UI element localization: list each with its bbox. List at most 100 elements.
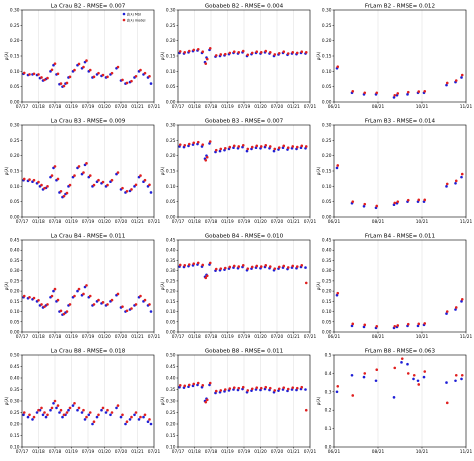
data-point	[59, 189, 63, 193]
data-point	[351, 89, 355, 93]
y-tick-label: 0.15	[166, 433, 176, 439]
x-tick-label: 07/17	[16, 219, 29, 225]
y-tick-label: 0.30	[166, 399, 176, 405]
data-point	[56, 404, 60, 407]
data-point	[304, 51, 308, 54]
data-point	[53, 399, 57, 403]
data-point	[104, 411, 108, 414]
data-point	[97, 413, 100, 417]
y-tick-label: 0.45	[166, 238, 176, 244]
x-tick-label: 07/21	[148, 449, 161, 455]
data-point	[362, 204, 366, 208]
data-point	[62, 194, 66, 198]
y-tick-label: 0.25	[322, 278, 332, 284]
x-tick-label: 01/18	[188, 219, 201, 225]
y-tick-label: 0.10	[166, 184, 176, 190]
y-tick-label: 0.10	[322, 69, 332, 75]
chart-panel: FrLam B2 - RMSE= 0.012 06/21 08/21 10/21 11/…	[316, 4, 472, 111]
data-point	[149, 191, 153, 194]
data-point	[148, 303, 151, 306]
data-point	[137, 418, 141, 421]
x-tick-label: 01/20	[254, 104, 267, 110]
data-point	[417, 198, 421, 202]
x-tick-label: 01/21	[287, 449, 300, 455]
data-point	[82, 171, 85, 174]
data-point	[445, 182, 449, 186]
x-tick-label: 01/21	[287, 219, 300, 225]
data-point	[208, 140, 212, 143]
data-point	[68, 406, 72, 410]
x-tick-label: 08/21	[372, 219, 385, 225]
x-tick-label: 07/19	[238, 219, 251, 225]
data-point	[87, 413, 91, 417]
data-point	[178, 50, 182, 53]
y-tick-label: 0.30	[10, 8, 20, 14]
data-point	[392, 396, 396, 399]
data-point	[44, 415, 48, 419]
plot-frame	[333, 124, 467, 218]
data-point	[362, 375, 366, 379]
data-point	[46, 76, 49, 80]
y-tick-label: 0.30	[166, 123, 176, 129]
data-point	[406, 90, 410, 94]
data-point	[40, 406, 43, 410]
y-tick-label: 0.15	[10, 169, 20, 175]
data-point	[143, 71, 147, 75]
data-point	[363, 372, 367, 375]
x-tick-label: 07/20	[271, 449, 284, 455]
y-tick-label: 0.25	[322, 23, 332, 29]
data-point	[273, 147, 277, 151]
y-tick-label: 0.3	[325, 389, 332, 395]
data-point	[130, 79, 133, 83]
data-point	[187, 263, 191, 266]
y-tick-label: 0.25	[10, 278, 20, 284]
data-point	[85, 59, 88, 62]
x-tick-label: 07/19	[82, 219, 95, 225]
data-point	[121, 78, 124, 82]
data-point	[95, 415, 99, 419]
data-point	[187, 383, 191, 387]
data-point	[460, 297, 464, 301]
data-point	[35, 411, 39, 414]
data-point	[53, 287, 57, 291]
data-point	[121, 413, 124, 417]
data-point	[304, 266, 307, 269]
x-tick-label: 07/19	[238, 449, 251, 455]
data-point	[232, 50, 236, 54]
data-point	[460, 373, 464, 377]
data-point	[255, 386, 259, 389]
y-tick-label: 0.1	[325, 426, 332, 432]
data-point	[295, 265, 299, 268]
data-point	[106, 408, 109, 412]
data-point	[83, 418, 87, 421]
data-point	[101, 73, 105, 77]
data-point	[82, 408, 85, 412]
data-point	[406, 362, 409, 366]
data-point	[277, 387, 281, 391]
data-point	[445, 401, 449, 405]
data-point	[92, 303, 96, 306]
y-tick-label: 0.2	[325, 408, 332, 414]
x-tick-label: 07/18	[49, 104, 62, 110]
data-point	[259, 51, 263, 54]
data-point	[196, 381, 200, 385]
data-point	[214, 54, 218, 57]
data-point	[393, 324, 397, 328]
data-point	[77, 287, 81, 291]
y-tick-label: 0.20	[10, 38, 20, 44]
data-point	[335, 166, 339, 170]
x-tick-label: 01/19	[221, 219, 234, 225]
data-point	[37, 408, 40, 412]
y-tick-label: 0.0	[325, 445, 332, 451]
data-point	[422, 375, 426, 379]
data-point	[65, 191, 69, 195]
data-point	[363, 323, 367, 327]
data-point	[22, 177, 26, 181]
data-point	[245, 149, 249, 153]
y-axis-label: ρ(λ)	[4, 166, 10, 175]
data-point	[37, 180, 40, 184]
data-point	[246, 147, 250, 151]
data-point	[264, 385, 268, 389]
y-tick-label: 0.00	[322, 215, 332, 221]
y-tick-label: 0.15	[166, 54, 176, 60]
